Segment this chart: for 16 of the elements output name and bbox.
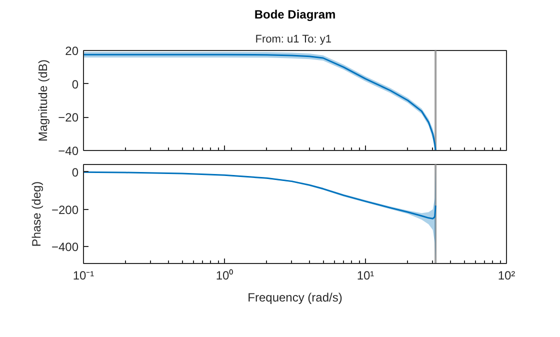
y-tick-label: 0 <box>72 165 79 180</box>
x-tick-label: 10⁻¹ <box>72 268 94 282</box>
x-tick-label: 10⁰ <box>216 268 234 282</box>
y-axis-title: Magnitude (dB) <box>36 59 50 142</box>
x-tick-label: 10¹ <box>356 268 374 282</box>
y-tick-label: 0 <box>72 77 79 92</box>
y-tick-label: −40 <box>58 144 79 158</box>
x-axis-title: Frequency (rad/s) <box>248 290 342 304</box>
chart-subtitle: From: u1 To: y1 <box>255 34 332 46</box>
y-tick-label: 20 <box>65 44 79 58</box>
y-tick-label: −400 <box>51 240 79 254</box>
y-tick-label: −20 <box>58 110 79 125</box>
chart-title: Bode Diagram <box>254 8 336 22</box>
x-tick-label: 10² <box>498 268 516 282</box>
y-axis-title: Phase (deg) <box>29 181 44 247</box>
y-tick-label: −200 <box>51 202 79 217</box>
